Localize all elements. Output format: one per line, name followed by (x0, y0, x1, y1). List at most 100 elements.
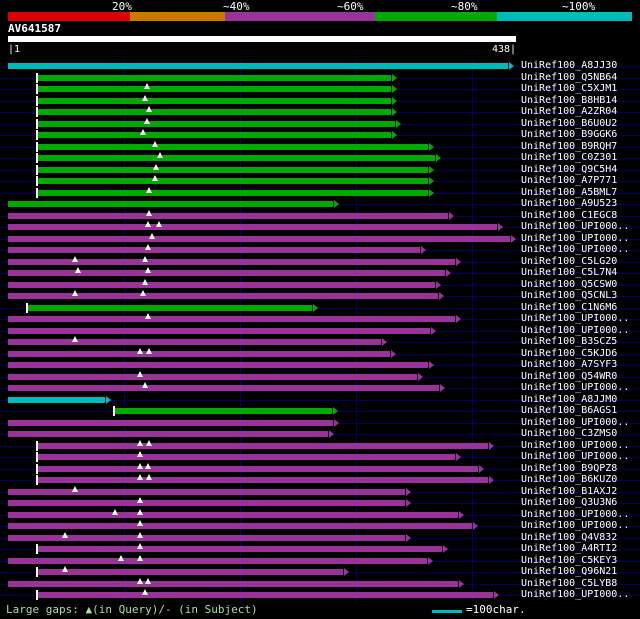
hit-label[interactable]: UniRef100_C5L7N4 (521, 267, 618, 278)
hit-bar[interactable] (8, 419, 333, 426)
hit-bar[interactable] (8, 270, 445, 276)
hit-label[interactable]: UniRef100_C1N6M6 (521, 301, 618, 313)
hit-label[interactable]: UniRef100_Q5CSW0 (521, 278, 618, 290)
hit-bar[interactable] (37, 465, 478, 472)
hit-bar[interactable] (8, 534, 405, 541)
query-ruler-bar (8, 36, 516, 42)
identity-scale-label: ~60% (337, 0, 364, 13)
hit-bar[interactable] (37, 569, 343, 575)
hit-label[interactable]: UniRef100_A8JJ30 (521, 60, 618, 71)
hit-label[interactable]: UniRef100_B8HB14 (521, 94, 618, 106)
hit-bar[interactable] (37, 97, 391, 104)
hit-bar[interactable] (37, 120, 395, 127)
hit-label[interactable]: UniRef100_UPI000.. (521, 589, 630, 600)
hit-bar[interactable] (8, 350, 390, 357)
hit-bar[interactable] (8, 224, 497, 230)
hit-label[interactable]: UniRef100_B9GGK6 (521, 129, 618, 140)
hit-bar[interactable] (8, 212, 448, 219)
hit-label[interactable]: UniRef100_UPI000.. (521, 416, 630, 428)
hit-label[interactable]: UniRef100_A2ZR04 (521, 106, 618, 117)
hit-bar[interactable] (37, 143, 428, 150)
hit-label[interactable]: UniRef100_A7P771 (521, 175, 618, 186)
hit-bar[interactable] (8, 500, 405, 506)
hit-label[interactable]: UniRef100_A7SYF3 (521, 359, 618, 370)
hit-label[interactable]: UniRef100_UPI000.. (521, 244, 630, 255)
hit-bar[interactable] (8, 511, 458, 518)
hit-label[interactable]: UniRef100_C5LG20 (521, 255, 618, 267)
hit-label[interactable]: UniRef100_UPI000.. (521, 382, 630, 393)
hit-label[interactable]: UniRef100_A8JJM0 (521, 393, 618, 405)
hit-label[interactable]: UniRef100_Q5NB64 (521, 71, 618, 83)
gap-marker-icon (118, 554, 124, 561)
hit-bar[interactable] (8, 580, 458, 587)
hit-arrow-icon (429, 165, 434, 174)
hit-bar[interactable] (8, 201, 333, 207)
hit-bar[interactable] (37, 477, 488, 483)
hit-bar[interactable] (8, 63, 508, 69)
hit-label[interactable]: UniRef100_UPI000.. (521, 508, 630, 520)
hit-bar[interactable] (37, 74, 391, 81)
hit-bar[interactable] (8, 281, 435, 288)
hit-bar[interactable] (8, 362, 428, 368)
hit-bar[interactable] (37, 178, 428, 184)
hit-bar[interactable] (37, 442, 488, 449)
hit-label[interactable]: UniRef100_B9QPZ8 (521, 462, 618, 474)
hit-label[interactable]: UniRef100_A5BML7 (521, 186, 618, 198)
hit-label[interactable]: UniRef100_C5KJD6 (521, 347, 618, 359)
hit-bar[interactable] (37, 109, 391, 115)
hit-bar[interactable] (8, 316, 455, 322)
identity-scale-label: ~80% (451, 0, 478, 13)
hit-label[interactable]: UniRef100_UPI000.. (521, 221, 630, 232)
hit-bar[interactable] (8, 373, 417, 380)
hit-label[interactable]: UniRef100_UPI000.. (521, 439, 630, 451)
hit-bar[interactable] (37, 166, 428, 173)
hit-label[interactable]: UniRef100_C3ZMS0 (521, 428, 618, 439)
hit-label[interactable]: UniRef100_B6AGS1 (521, 405, 618, 416)
hit-label[interactable]: UniRef100_UPI000.. (521, 313, 630, 324)
hit-bar[interactable] (8, 327, 430, 334)
hit-label[interactable]: UniRef100_B1AXJ2 (521, 485, 618, 497)
hit-label[interactable]: UniRef100_Q54WR0 (521, 370, 618, 382)
hit-bar[interactable] (8, 523, 472, 529)
hit-label[interactable]: UniRef100_Q9C5H4 (521, 163, 618, 175)
hit-label[interactable]: UniRef100_C5LYB8 (521, 577, 618, 589)
hit-label[interactable]: UniRef100_UPI000.. (521, 451, 630, 462)
hit-bar[interactable] (8, 557, 427, 564)
hit-bar[interactable] (8, 396, 105, 403)
hit-bar[interactable] (27, 304, 312, 311)
hit-bar[interactable] (8, 431, 328, 437)
hit-label[interactable]: UniRef100_A4RTI2 (521, 543, 618, 554)
hit-bar[interactable] (8, 293, 438, 299)
hit-label[interactable]: UniRef100_UPI000.. (521, 232, 630, 244)
hit-label[interactable]: UniRef100_B6U0U2 (521, 117, 618, 129)
hit-bar[interactable] (8, 235, 510, 242)
hit-bar[interactable] (37, 132, 391, 138)
hit-bar[interactable] (37, 155, 435, 161)
hit-start-tick (36, 590, 38, 600)
hit-label[interactable]: UniRef100_Q96N21 (521, 566, 618, 577)
hit-bar[interactable] (114, 408, 332, 414)
hit-bar[interactable] (8, 488, 405, 495)
hit-label[interactable]: UniRef100_B6KUZ0 (521, 474, 618, 485)
hit-bar[interactable] (37, 546, 442, 552)
hit-bar[interactable] (8, 385, 439, 391)
hit-label[interactable]: UniRef100_C1EGC8 (521, 209, 618, 221)
hit-bar[interactable] (8, 258, 455, 265)
hit-bar[interactable] (8, 247, 420, 253)
hit-label[interactable]: UniRef100_Q5CNL3 (521, 290, 618, 301)
hit-label[interactable]: UniRef100_C0Z301 (521, 152, 618, 163)
hit-label[interactable]: UniRef100_A9U523 (521, 198, 618, 209)
hit-label[interactable]: UniRef100_C5KEY3 (521, 554, 618, 566)
hit-label[interactable]: UniRef100_Q4V832 (521, 531, 618, 543)
hit-bar[interactable] (8, 339, 381, 345)
hit-label[interactable]: UniRef100_UPI000.. (521, 324, 630, 336)
hit-label[interactable]: UniRef100_C5XJM1 (521, 83, 618, 94)
hit-bar[interactable] (37, 86, 391, 92)
hit-label[interactable]: UniRef100_UPI000.. (521, 520, 630, 531)
hit-label[interactable]: UniRef100_B9RQH7 (521, 140, 618, 152)
hit-bar[interactable] (37, 189, 428, 196)
hit-label[interactable]: UniRef100_Q3U3N6 (521, 497, 618, 508)
hit-bar[interactable] (37, 592, 493, 598)
hit-bar[interactable] (37, 454, 455, 460)
hit-label[interactable]: UniRef100_B3SCZ5 (521, 336, 618, 347)
